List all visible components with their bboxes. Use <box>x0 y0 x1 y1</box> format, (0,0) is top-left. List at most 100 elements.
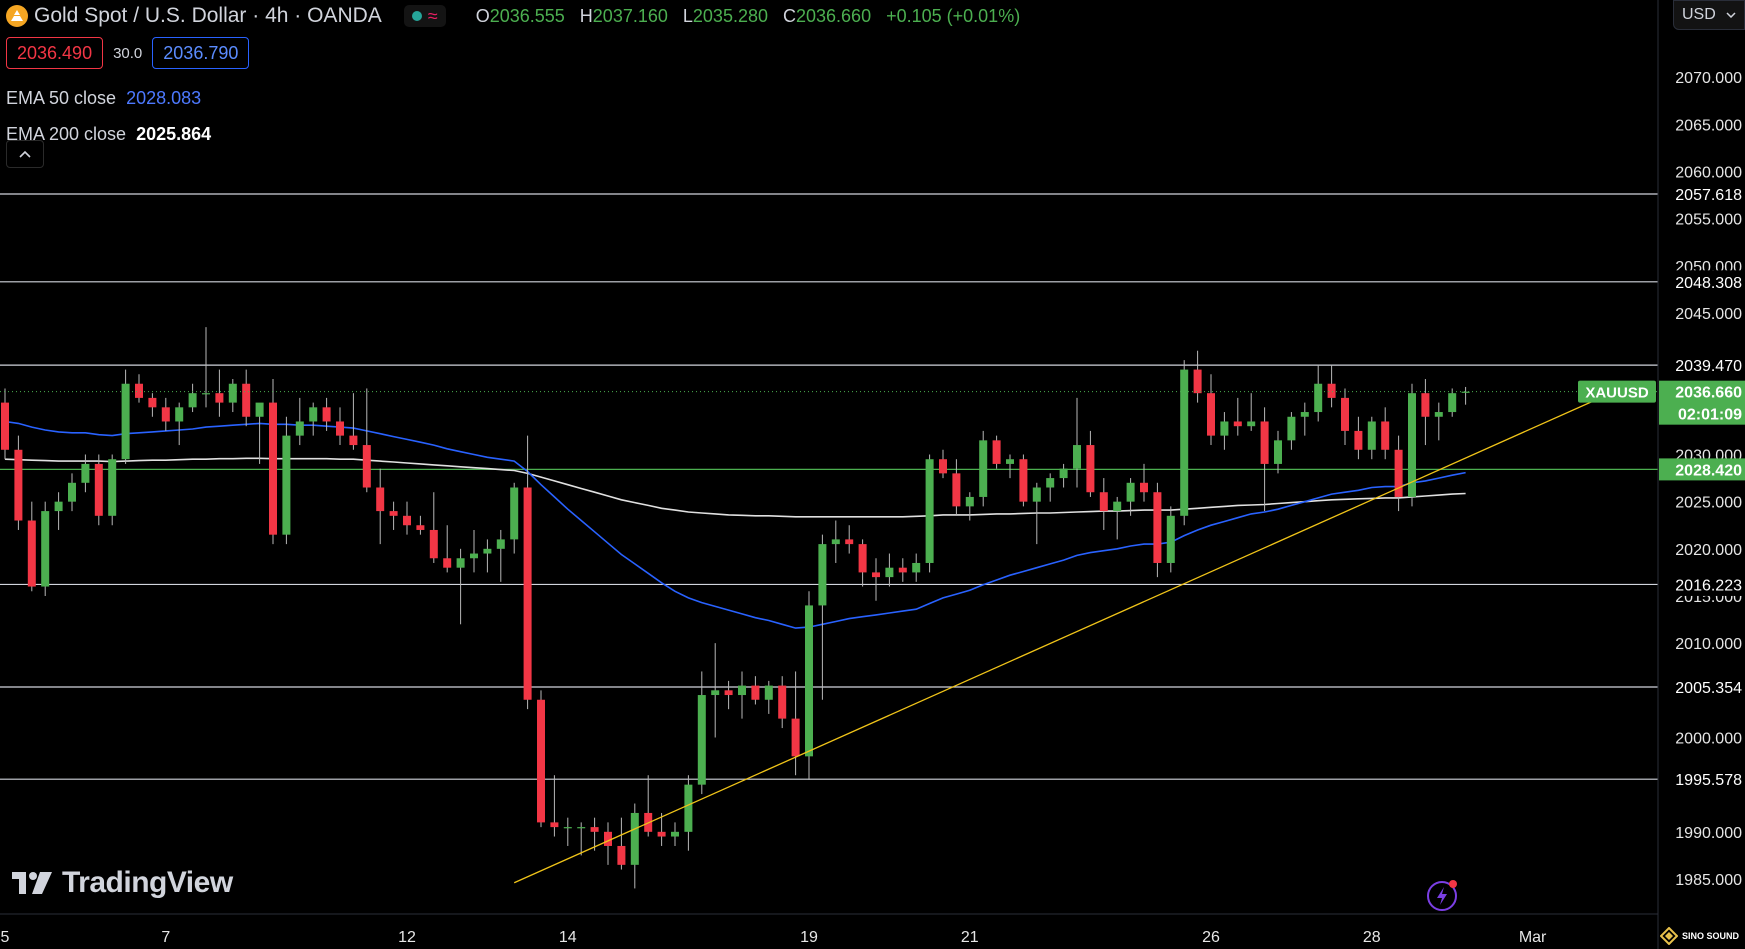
candle-body <box>1394 449 1403 497</box>
price-tick-label: 2060.000 <box>1675 164 1742 181</box>
candle-body <box>965 496 974 507</box>
time-tick-label: 28 <box>1363 929 1381 946</box>
candle <box>1461 386 1470 405</box>
candle-body <box>952 473 961 507</box>
market-open-dot-icon <box>411 11 422 21</box>
wave-icon: ≈ <box>427 6 438 26</box>
collapse-legend-button[interactable] <box>6 140 44 168</box>
candle-body <box>1260 421 1269 464</box>
candle-body <box>1327 383 1336 398</box>
candle <box>161 397 170 431</box>
candle-body <box>563 827 572 829</box>
candle-body <box>684 784 693 832</box>
candle-body <box>255 402 264 417</box>
candle <box>121 369 130 464</box>
candle-body <box>751 685 760 700</box>
candle <box>255 402 264 464</box>
candle <box>1233 397 1242 436</box>
candle-body <box>322 407 331 422</box>
candle <box>751 676 760 705</box>
symbol-tag: XAUUSD <box>1585 385 1649 402</box>
high-label: H <box>579 5 593 26</box>
candle-body <box>577 827 586 829</box>
candle <box>550 775 559 837</box>
candle <box>322 397 331 431</box>
time-tick-label: 19 <box>800 929 818 946</box>
candle <box>1113 496 1122 540</box>
candle <box>483 539 492 573</box>
candle-body <box>148 397 157 408</box>
sino-logo-icon <box>1659 927 1678 945</box>
candle <box>1381 407 1390 460</box>
candle <box>858 539 867 587</box>
candle-body <box>764 685 773 700</box>
candle-body <box>617 845 626 865</box>
candle <box>1153 482 1162 578</box>
last-price-label-bg <box>1659 380 1745 425</box>
market-status[interactable]: ≈ <box>403 5 446 27</box>
candle <box>1207 374 1215 446</box>
candle <box>979 430 988 507</box>
candle <box>496 529 505 582</box>
candle-body <box>1434 412 1443 417</box>
candle-body <box>1207 393 1215 436</box>
candle-body <box>1381 421 1390 450</box>
price-tick-label: 2065.000 <box>1675 117 1742 134</box>
currency-select[interactable]: USD <box>1673 0 1745 30</box>
ema200-value: 2025.864 <box>136 124 212 144</box>
candle-body <box>1180 369 1189 516</box>
candle-body <box>135 383 143 398</box>
candle <box>1073 397 1081 488</box>
candle-body <box>1113 501 1122 512</box>
candle <box>68 473 76 512</box>
level-label-bg <box>1658 767 1745 791</box>
candle <box>697 671 706 795</box>
candle-body <box>979 440 988 497</box>
candle-body <box>550 822 559 828</box>
ema200-legend[interactable]: EMA 200 close 2025.864 <box>6 124 211 145</box>
level-label-bg <box>1658 270 1745 294</box>
candle-body <box>336 421 344 436</box>
candle <box>604 822 612 865</box>
candle-body <box>711 690 720 696</box>
candle <box>1327 364 1336 408</box>
candle <box>912 553 921 582</box>
candle <box>443 525 452 573</box>
candle <box>1394 435 1403 512</box>
ema-lines <box>4 420 1466 629</box>
time-axis: 5 7 12 14 19 21 26 28 Mar <box>0 913 1658 946</box>
candle-body <box>269 402 277 535</box>
candle <box>135 374 143 403</box>
low-label: L <box>682 5 693 26</box>
candle-body <box>791 718 800 757</box>
lightning-alert-icon[interactable] <box>1426 878 1460 912</box>
symbol-header[interactable]: Gold Spot / U.S. Dollar · 4h · OANDA ≈ O… <box>6 2 1020 30</box>
tradingview-logo-icon <box>12 872 52 894</box>
symbol-title[interactable]: Gold Spot / U.S. Dollar · 4h · OANDA <box>34 4 382 27</box>
candle-body <box>590 827 599 832</box>
level-label: 2039.470 <box>1675 358 1742 375</box>
candle <box>617 817 626 870</box>
candle <box>965 492 974 521</box>
sell-button[interactable]: 2036.490 <box>6 37 104 69</box>
candle-body <box>805 605 813 757</box>
candle-body <box>429 529 438 559</box>
candle <box>1448 388 1457 417</box>
buy-button[interactable]: 2036.790 <box>152 37 250 69</box>
candle <box>805 591 813 780</box>
candle <box>282 416 291 545</box>
candle-body <box>1032 487 1041 502</box>
candle-body <box>202 393 210 395</box>
candle-body <box>282 435 291 535</box>
candle <box>523 435 532 710</box>
last-price-line-group: XAUUSD <box>0 380 1658 403</box>
spread-value: 30.0 <box>113 44 143 62</box>
price-tick-label: 1985.000 <box>1675 872 1742 889</box>
candle-body <box>403 515 411 526</box>
trade-panel: 2036.490 30.0 2036.790 <box>6 37 250 69</box>
ema50-legend[interactable]: EMA 50 close 2028.083 <box>6 88 201 109</box>
candle-body <box>1367 421 1376 450</box>
candle-body <box>912 562 921 573</box>
candle-body <box>1354 430 1363 450</box>
